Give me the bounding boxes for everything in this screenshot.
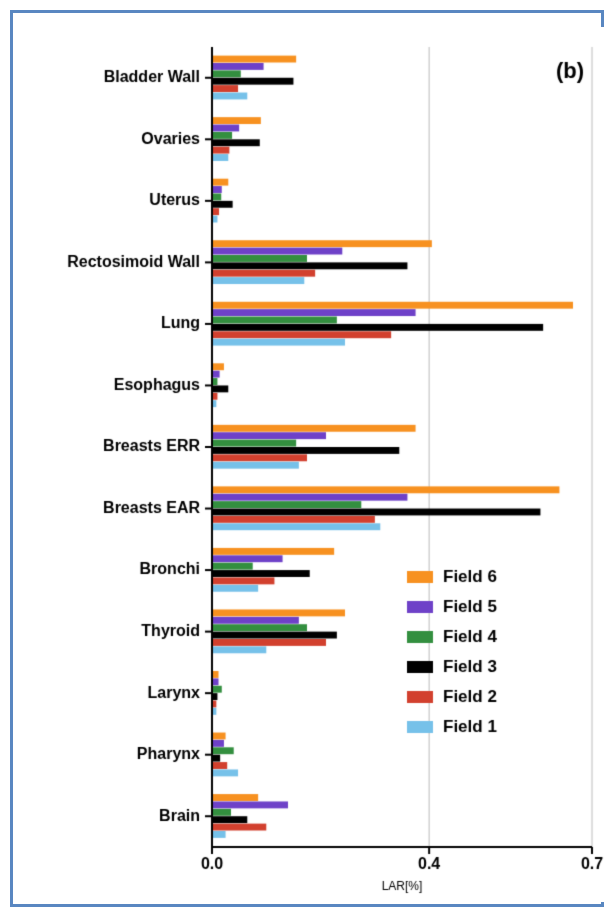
image-frame	[0, 0, 614, 917]
chart-border	[10, 10, 604, 907]
lar-bar-chart	[27, 27, 609, 902]
